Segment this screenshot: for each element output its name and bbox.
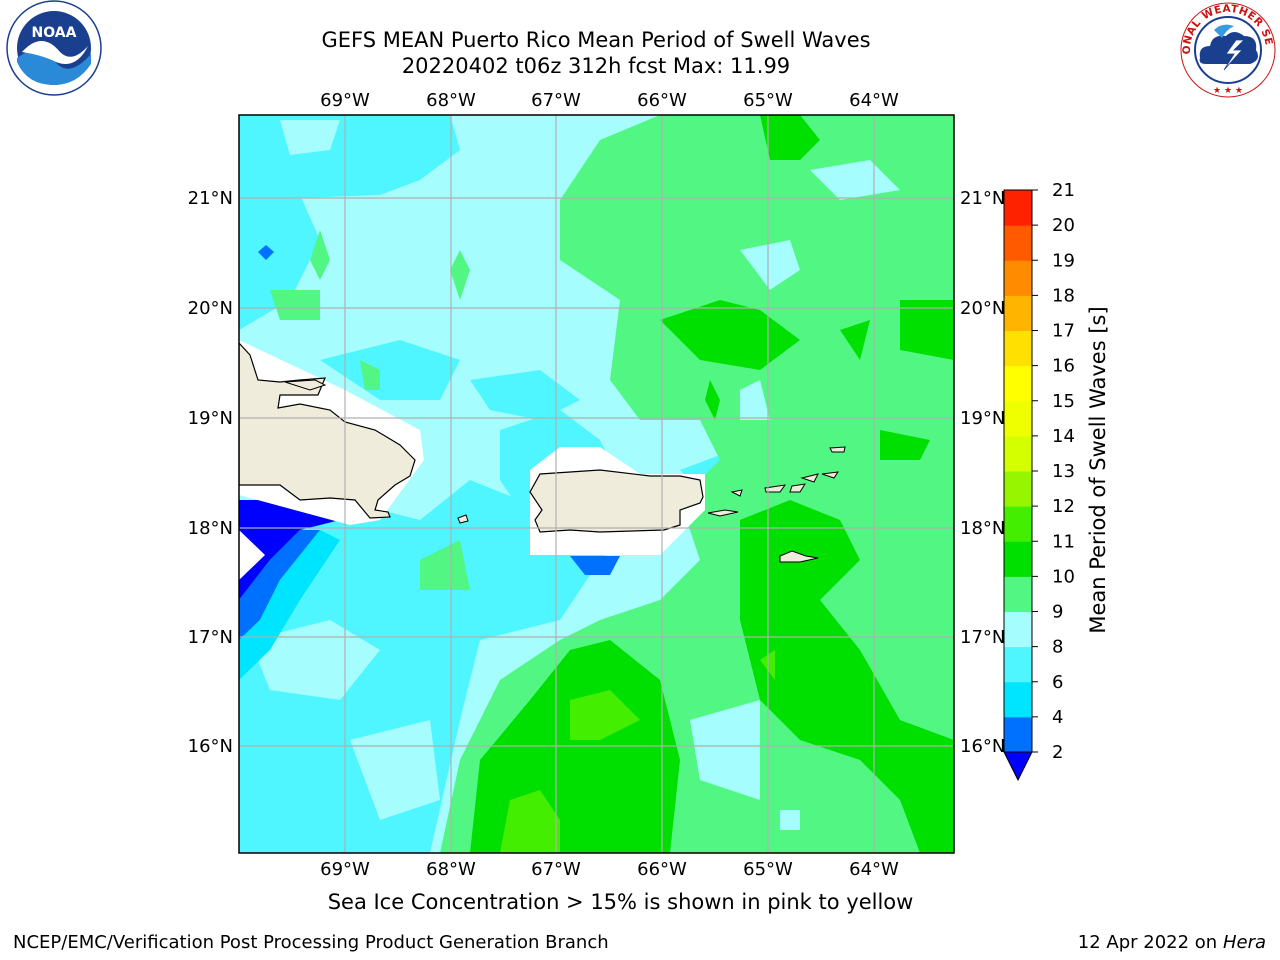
colorbar-tick-label: 15 bbox=[1052, 391, 1075, 412]
colorbar-tick-label: 17 bbox=[1052, 321, 1075, 342]
colorbar-swatch bbox=[1004, 225, 1032, 261]
lon-label-bottom: 66°W bbox=[637, 859, 687, 880]
lat-label-left: 19°N bbox=[188, 408, 233, 429]
colorbar-swatch bbox=[1004, 506, 1032, 542]
contour-field bbox=[239, 115, 954, 853]
lon-label-top: 64°W bbox=[849, 90, 899, 111]
colorbar-tick-label: 19 bbox=[1052, 250, 1075, 271]
colorbar-under-arrow bbox=[1003, 751, 1033, 782]
chart-subtitle: 20220402 t06z 312h fcst Max: 11.99 bbox=[401, 54, 791, 78]
lon-label-bottom: 64°W bbox=[849, 859, 899, 880]
lat-label-right: 20°N bbox=[960, 298, 1005, 319]
noaa-logo-text: NOAA bbox=[32, 25, 77, 41]
colorbar-tick-label: 16 bbox=[1052, 356, 1075, 377]
footer-date: 12 Apr 2022 on Hera bbox=[1078, 932, 1266, 953]
lat-label-left: 18°N bbox=[188, 518, 233, 539]
colorbar-swatch bbox=[1004, 365, 1032, 402]
colorbar-tick-label: 10 bbox=[1052, 566, 1075, 587]
lat-label-right: 16°N bbox=[960, 736, 1005, 757]
colorbar-swatch bbox=[1004, 611, 1032, 648]
colorbar-tick-label: 12 bbox=[1052, 496, 1075, 517]
colorbar-swatch bbox=[1004, 435, 1032, 472]
lon-label-top: 66°W bbox=[637, 90, 687, 111]
lat-label-left: 16°N bbox=[188, 736, 233, 757]
hispaniola-land bbox=[239, 342, 416, 519]
lat-label-left: 17°N bbox=[188, 627, 233, 648]
lon-label-top: 67°W bbox=[531, 90, 581, 111]
footer-date-text: 12 Apr 2022 on bbox=[1077, 932, 1223, 953]
colorbar-tick-label: 14 bbox=[1052, 426, 1075, 447]
lon-label-bottom: 67°W bbox=[531, 859, 581, 880]
colorbar-tick-label: 13 bbox=[1052, 461, 1075, 482]
footer-host: Hera bbox=[1222, 932, 1266, 953]
colorbar bbox=[1003, 189, 1033, 782]
colorbar-ticks: 2 4 6 8 9 10 11 12 13 14 15 16 17 18 19 20 21 bbox=[1032, 180, 1075, 763]
colorbar-tick-label: 8 bbox=[1052, 637, 1063, 658]
map-frame bbox=[238, 114, 955, 854]
colorbar-swatch bbox=[1004, 541, 1032, 577]
colorbar-tick-label: 18 bbox=[1052, 285, 1075, 306]
lat-label-right: 21°N bbox=[960, 188, 1005, 209]
colorbar-swatch bbox=[1004, 330, 1032, 367]
nws-logo: NATIONAL WEATHER SERVICE ★ ★ ★ bbox=[1178, 0, 1276, 98]
colorbar-swatch bbox=[1004, 681, 1032, 718]
lon-label-top: 69°W bbox=[320, 90, 370, 111]
puerto-rico-land bbox=[529, 469, 704, 533]
chart-title: GEFS MEAN Puerto Rico Mean Period of Swe… bbox=[321, 28, 871, 52]
lat-label-right: 19°N bbox=[960, 408, 1005, 429]
lat-label-right: 18°N bbox=[960, 518, 1005, 539]
lat-label-left: 21°N bbox=[188, 188, 233, 209]
colorbar-tick-label: 20 bbox=[1052, 215, 1075, 236]
colorbar-swatch bbox=[1004, 576, 1032, 612]
gridlines bbox=[239, 115, 954, 853]
colorbar-tick-label: 2 bbox=[1052, 742, 1063, 763]
sea-ice-note: Sea Ice Concentration > 15% is shown in … bbox=[327, 890, 914, 914]
footer-branch: NCEP/EMC/Verification Post Processing Pr… bbox=[13, 932, 609, 953]
lon-label-bottom: 68°W bbox=[426, 859, 476, 880]
svg-text:★ ★ ★: ★ ★ ★ bbox=[1213, 86, 1243, 96]
colorbar-tick-label: 4 bbox=[1052, 707, 1063, 728]
lon-label-bottom: 65°W bbox=[743, 859, 793, 880]
colorbar-swatch bbox=[1004, 471, 1032, 507]
lat-label-right: 17°N bbox=[960, 627, 1005, 648]
noaa-logo: NOAA bbox=[6, 0, 102, 96]
lon-label-top: 65°W bbox=[743, 90, 793, 111]
colorbar-swatch bbox=[1004, 295, 1032, 331]
colorbar-swatch bbox=[1004, 260, 1032, 296]
colorbar-tick-label: 6 bbox=[1052, 672, 1063, 693]
colorbar-label: Mean Period of Swell Waves [s] bbox=[1086, 306, 1110, 633]
colorbar-swatch bbox=[1004, 400, 1032, 437]
colorbar-swatch bbox=[1004, 646, 1032, 683]
lon-label-bottom: 69°W bbox=[320, 859, 370, 880]
lon-label-top: 68°W bbox=[426, 90, 476, 111]
colorbar-tick-label: 11 bbox=[1052, 531, 1075, 552]
lat-label-left: 20°N bbox=[188, 298, 233, 319]
colorbar-tick-label: 9 bbox=[1052, 602, 1063, 623]
colorbar-swatch bbox=[1004, 190, 1032, 226]
colorbar-tick-label: 21 bbox=[1052, 180, 1075, 201]
colorbar-swatch bbox=[1004, 716, 1032, 753]
